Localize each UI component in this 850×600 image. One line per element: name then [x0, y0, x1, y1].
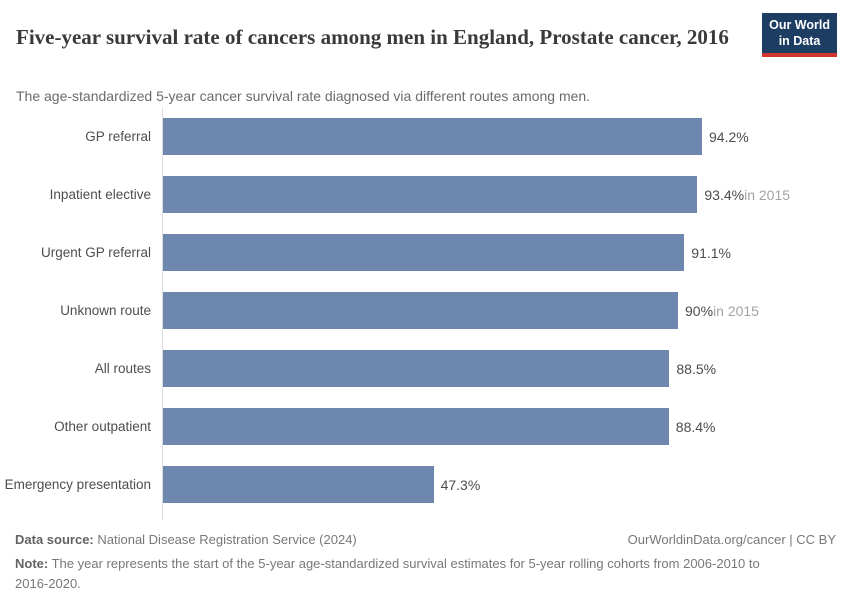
footnote-label: Note:: [15, 556, 49, 571]
bar[interactable]: [163, 408, 669, 445]
bar-track: 88.4%: [163, 408, 850, 445]
category-label: Other outpatient: [54, 419, 151, 434]
bar[interactable]: [163, 350, 670, 387]
bar[interactable]: [163, 176, 698, 213]
owid-logo[interactable]: Our World in Data: [762, 13, 837, 58]
value-label: 88.4%: [675, 418, 716, 435]
value-label: 88.5%: [676, 360, 717, 377]
value-label: 94.2%: [709, 128, 749, 145]
bar-chart: GP referral 94.2% Inpatient elective 93.…: [0, 118, 850, 524]
bar-row: Other outpatient 88.4%: [0, 408, 850, 445]
category-label: All routes: [94, 361, 151, 376]
value-year-suffix: in 2015: [713, 302, 759, 319]
bar[interactable]: [163, 292, 678, 329]
category-label: Emergency presentation: [4, 477, 151, 492]
bar-track: 90% in 2015: [163, 292, 850, 329]
bar-row: Emergency presentation 47.3%: [0, 466, 850, 503]
data-source-text: National Disease Registration Service (2…: [93, 532, 357, 547]
owid-logo-line2: in Data: [778, 33, 821, 48]
bar[interactable]: [163, 118, 702, 155]
bar-row: GP referral 94.2%: [0, 118, 850, 155]
bar-track: 93.4% in 2015: [163, 176, 850, 213]
footnote: Note: The year represents the start of t…: [15, 554, 787, 593]
value-label: 47.3%: [440, 476, 481, 493]
data-source-label: Data source:: [15, 532, 94, 547]
category-label: Urgent GP referral: [40, 245, 151, 260]
value-label: 91.1%: [691, 244, 731, 261]
chart-subtitle: The age-standardized 5-year cancer survi…: [16, 88, 591, 104]
category-label: Unknown route: [60, 303, 151, 318]
bar-row: Urgent GP referral 91.1%: [0, 234, 850, 271]
footnote-text: The year represents the start of the 5-y…: [15, 556, 760, 591]
bar-row: All routes 88.5%: [0, 350, 850, 387]
bar-track: 47.3%: [163, 466, 850, 503]
y-axis-line: [162, 108, 163, 520]
bar-track: 94.2%: [163, 118, 850, 155]
owid-license-link[interactable]: OurWorldinData.org/cancer | CC BY: [627, 532, 836, 547]
value-year-suffix: in 2015: [744, 186, 791, 203]
bar[interactable]: [163, 466, 434, 503]
bar-track: 88.5%: [163, 350, 850, 387]
category-label: Inpatient elective: [49, 187, 151, 202]
bar-row: Unknown route 90% in 2015: [0, 292, 850, 329]
page-title: Five-year survival rate of cancers among…: [16, 25, 729, 50]
value-label: 93.4%: [704, 186, 745, 203]
bar-track: 91.1%: [163, 234, 850, 271]
value-label: 90%: [685, 302, 714, 319]
category-label: GP referral: [85, 129, 151, 144]
data-source-line: Data source: National Disease Registrati…: [15, 532, 357, 547]
bar[interactable]: [163, 234, 685, 271]
bar-row: Inpatient elective 93.4% in 2015: [0, 176, 850, 213]
owid-logo-line1: Our World: [769, 18, 830, 32]
